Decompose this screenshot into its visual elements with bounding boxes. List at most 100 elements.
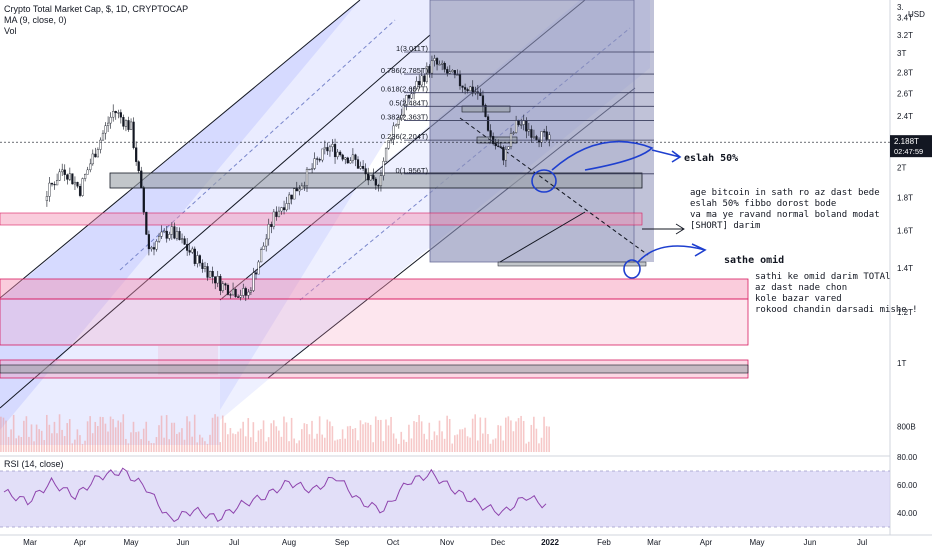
- chart-legend: Crypto Total Market Cap, $, 1D, CRYPTOCA…: [4, 4, 188, 37]
- note-total-line: kole bazar vared: [755, 294, 842, 304]
- candle-up: [117, 112, 120, 114]
- note-bitcoin-line: va ma ye ravand normal boland modat: [690, 210, 880, 220]
- volume-bar: [176, 433, 178, 452]
- time-axis-tick: Nov: [440, 538, 454, 547]
- candle-up: [448, 71, 451, 74]
- black-arrow-note: [642, 223, 685, 235]
- candle-up: [359, 166, 362, 169]
- volume-bar: [51, 433, 53, 452]
- candle-up: [280, 207, 283, 212]
- volume-bar: [344, 438, 346, 452]
- candle-up: [104, 125, 107, 134]
- candle-down: [545, 131, 548, 140]
- volume-bar: [173, 422, 176, 452]
- fib-level-label: 0.786(2.785T): [381, 66, 429, 75]
- candle-up: [242, 288, 245, 296]
- volume-bar: [140, 439, 142, 452]
- candle-down: [443, 62, 446, 70]
- volume-bar: [7, 436, 10, 452]
- volume-bar: [535, 428, 538, 452]
- volume-bar: [122, 414, 125, 452]
- fib-shaded-box: [430, 0, 654, 262]
- price-axis-tick: 2.4T: [897, 112, 913, 121]
- time-axis-tick: Apr: [74, 538, 87, 547]
- volume-bar: [489, 443, 492, 452]
- volume-bar: [425, 439, 428, 452]
- candle-up: [298, 188, 301, 192]
- volume-bar: [38, 429, 40, 452]
- volume-bar: [497, 425, 499, 452]
- candle-down: [214, 276, 217, 284]
- candle-up: [382, 160, 385, 176]
- volume-bar: [107, 431, 109, 452]
- candle-up: [262, 245, 265, 250]
- volume-bar: [242, 421, 244, 452]
- volume-indicator-label[interactable]: Vol: [4, 26, 17, 36]
- note-bitcoin-line: [SHORT] darim: [690, 221, 760, 231]
- candle-down: [71, 173, 74, 185]
- candle-up: [336, 151, 339, 158]
- candle-down: [282, 207, 286, 211]
- volume-bar: [99, 416, 102, 452]
- volume-bar: [311, 420, 313, 452]
- candle-up: [81, 178, 84, 196]
- volume-bar: [257, 430, 260, 452]
- volume-bar: [346, 426, 349, 452]
- candle-up: [91, 153, 94, 165]
- volume-bar: [15, 438, 17, 452]
- volume-bar: [145, 421, 148, 452]
- candle-down: [374, 178, 377, 186]
- channel-1-fill: [0, 0, 360, 430]
- fib-level-label: 0.618(2.607T): [381, 85, 429, 94]
- candle-up: [369, 175, 372, 181]
- volume-bar: [323, 437, 326, 452]
- volume-bar: [33, 441, 35, 452]
- note-total-line: az dast nade chon: [755, 283, 847, 293]
- volume-bar: [76, 429, 79, 452]
- candle-down: [458, 74, 462, 87]
- candle-down: [453, 70, 456, 76]
- volume-bar: [109, 416, 112, 452]
- volume-bar: [405, 441, 408, 452]
- volume-bar: [474, 414, 476, 452]
- volume-bar: [237, 431, 239, 452]
- candle-up: [321, 148, 324, 161]
- candle-down: [466, 89, 469, 92]
- candle-up: [129, 121, 133, 130]
- volume-bar: [464, 427, 466, 452]
- candle-down: [499, 146, 502, 148]
- candle-down: [354, 154, 357, 160]
- candle-down: [494, 143, 497, 147]
- volume-bar: [295, 443, 298, 452]
- candle-up: [520, 124, 523, 126]
- volume-bar: [214, 414, 216, 452]
- candle-down: [543, 131, 546, 133]
- last-price-badge: [890, 135, 932, 158]
- volume-bar: [23, 420, 25, 452]
- time-axis-tick: Jun: [804, 538, 817, 547]
- volume-bar: [420, 421, 423, 452]
- candle-up: [402, 104, 405, 116]
- volume-bar: [431, 439, 433, 452]
- candle-up: [247, 291, 250, 296]
- ma-indicator-label[interactable]: MA (9, close, 0): [4, 15, 67, 25]
- price-axis-tick: 3T: [897, 49, 906, 58]
- volume-bar: [448, 419, 451, 452]
- volume-bar: [262, 420, 265, 452]
- candle-down: [219, 275, 222, 291]
- candle-up: [331, 144, 334, 148]
- time-axis-tick: Jun: [177, 538, 190, 547]
- volume-bar: [408, 424, 410, 452]
- volume-bar: [433, 431, 436, 452]
- price-axis-tick: 1.4T: [897, 264, 913, 273]
- volume-bar: [56, 433, 58, 452]
- volume-bar: [385, 419, 387, 452]
- volume-bar: [527, 441, 530, 452]
- candle-down: [244, 288, 247, 296]
- volume-bar: [81, 443, 84, 452]
- volume-bar: [380, 419, 382, 452]
- candle-up: [45, 196, 48, 201]
- candle-up: [203, 266, 207, 269]
- volume-bar: [374, 416, 377, 452]
